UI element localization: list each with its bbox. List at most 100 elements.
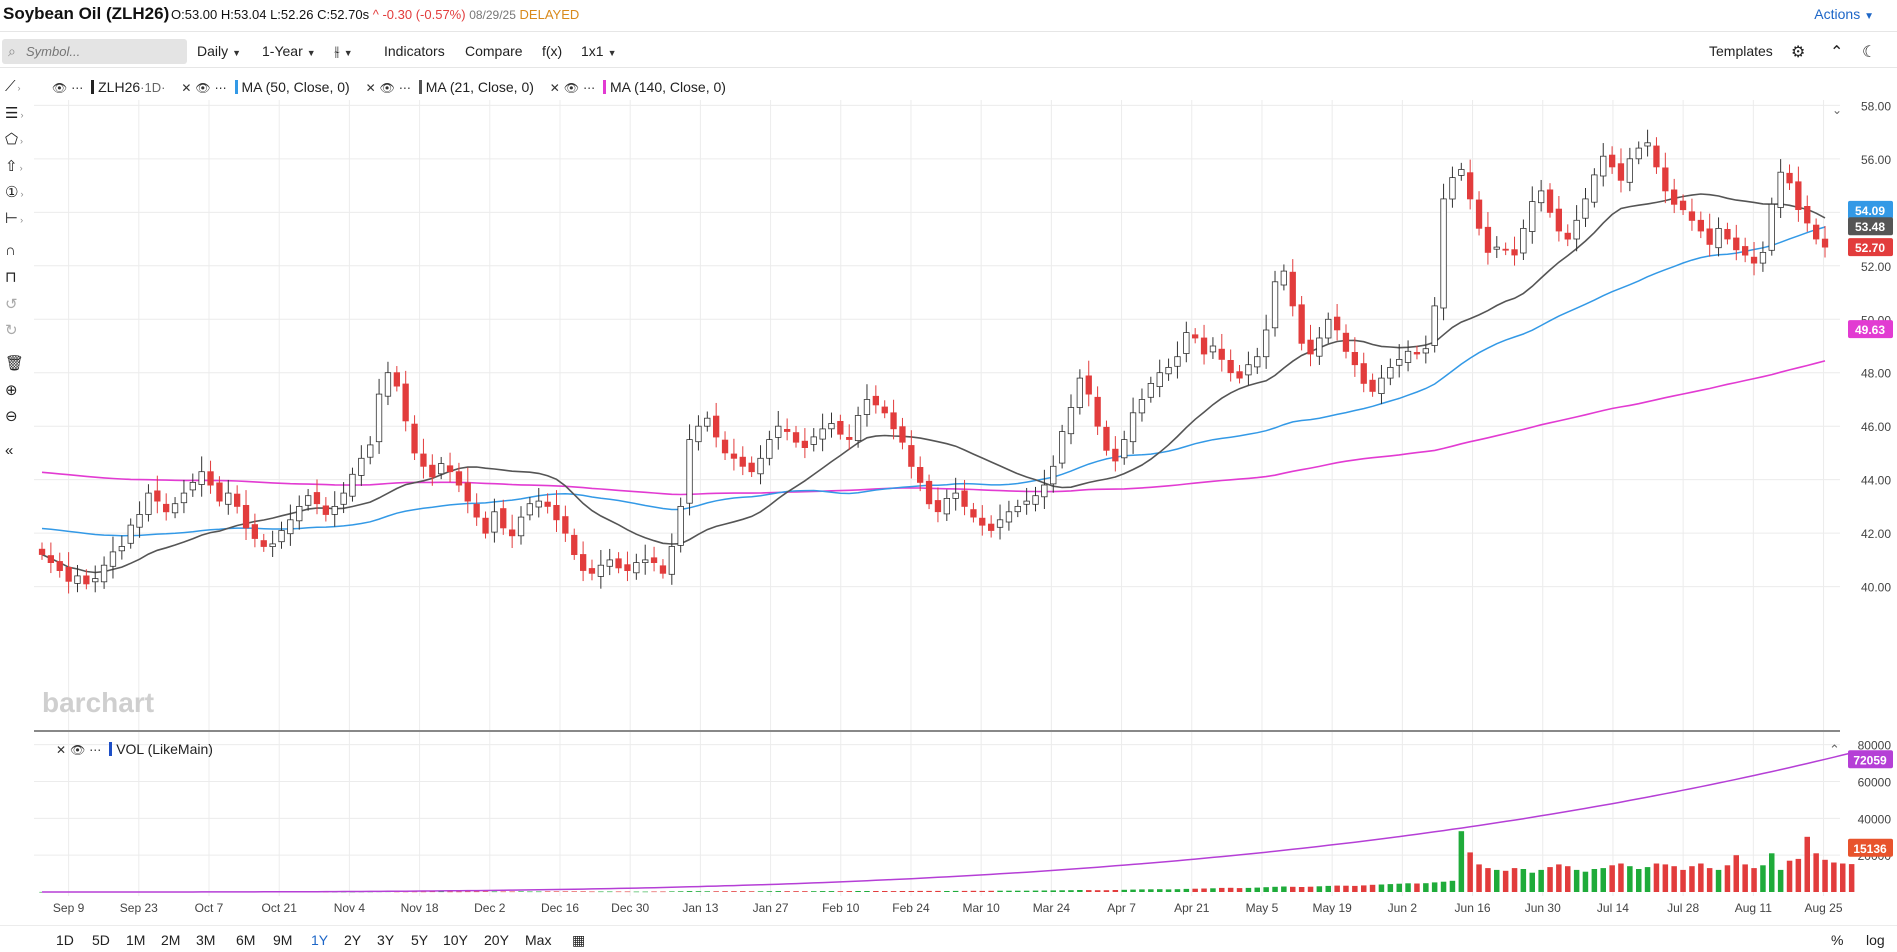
range-button-3m[interactable]: 3M bbox=[196, 932, 216, 948]
ma140-price-tag-box bbox=[1848, 320, 1893, 339]
fibonacci-tool[interactable]: ☰ › bbox=[5, 104, 31, 124]
volume-bar bbox=[1538, 869, 1544, 892]
close-icon[interactable]: ✕ bbox=[181, 81, 192, 95]
collapse-toolbar-button[interactable]: « bbox=[5, 442, 31, 462]
time-tick-label: Mar 24 bbox=[1033, 901, 1071, 915]
layout-dropdown[interactable]: 1x1 ▼ bbox=[581, 43, 617, 59]
range-button-5d[interactable]: 5D bbox=[92, 932, 110, 948]
actions-menu[interactable]: Actions ▼ bbox=[1814, 6, 1874, 22]
gear-icon[interactable]: ⚙ bbox=[1791, 44, 1806, 61]
volume-bar bbox=[819, 891, 826, 892]
range-button-2y[interactable]: 2Y bbox=[344, 932, 362, 948]
more-icon[interactable]: ⋯ bbox=[71, 81, 84, 95]
candle-body bbox=[580, 554, 587, 571]
candle-body bbox=[1475, 199, 1483, 229]
candle-body bbox=[402, 383, 409, 422]
range-button-9m[interactable]: 9M bbox=[273, 932, 293, 948]
candle-body bbox=[1263, 329, 1270, 358]
chevron-down-icon[interactable]: ⌄ bbox=[1832, 103, 1842, 117]
candle-body bbox=[1325, 318, 1332, 339]
zoom-out-button[interactable]: ⊖ bbox=[5, 407, 31, 427]
undo-button[interactable]: ↺ bbox=[5, 295, 31, 315]
ma140-price-tag: 49.63 bbox=[1855, 323, 1885, 337]
volume-bar bbox=[873, 891, 879, 892]
chevron-right-icon: › bbox=[20, 136, 24, 146]
legend-ma140[interactable]: ✕ 👁 ⋯ MA (140, Close, 0) bbox=[550, 79, 726, 95]
range-button-6m[interactable]: 6M bbox=[236, 932, 256, 948]
arrow-tool[interactable]: ⇧ › bbox=[5, 157, 31, 177]
candle-body bbox=[1218, 348, 1225, 360]
magnet-tool[interactable]: ∩ bbox=[5, 242, 31, 262]
range-button-10y[interactable]: 10Y bbox=[443, 932, 468, 948]
volume-bar bbox=[713, 891, 719, 892]
shapes-tool[interactable]: ⬠ › bbox=[5, 130, 31, 150]
range-button-2m[interactable]: 2M bbox=[161, 932, 181, 948]
eye-icon[interactable]: 👁 bbox=[70, 743, 86, 757]
volume-bar bbox=[1822, 859, 1828, 892]
time-tick-label: Feb 24 bbox=[892, 901, 930, 915]
interval-dropdown[interactable]: Daily ▼ bbox=[197, 43, 241, 59]
volume-bar bbox=[1760, 865, 1766, 892]
legend-ma50[interactable]: ✕ 👁 ⋯ MA (50, Close, 0) bbox=[181, 79, 349, 95]
annotation-tool[interactable]: ① › bbox=[5, 183, 31, 203]
candle-body bbox=[890, 412, 897, 430]
eye-icon[interactable]: 👁 bbox=[379, 81, 395, 95]
range-button-1d[interactable]: 1D bbox=[56, 932, 74, 948]
log-scale-toggle[interactable]: log bbox=[1866, 932, 1885, 948]
price-axis[interactable]: 40.0042.0044.0046.0048.0050.0052.0054.00… bbox=[1861, 99, 1891, 594]
percent-scale-toggle[interactable]: % bbox=[1831, 932, 1844, 948]
symbol-search[interactable]: ⌕ bbox=[2, 39, 187, 64]
candle-body bbox=[917, 466, 924, 483]
measure-tool[interactable]: ⊢ › bbox=[5, 209, 31, 229]
chart-type-dropdown[interactable]: ⫳ ▼ bbox=[334, 43, 353, 60]
compare-button[interactable]: Compare bbox=[465, 43, 523, 59]
delete-drawings-button[interactable]: 🗑 bbox=[5, 354, 31, 374]
volume-bar bbox=[1485, 868, 1491, 892]
range-button-3y[interactable]: 3Y bbox=[377, 932, 395, 948]
chevron-up-icon[interactable]: ⌃ bbox=[1829, 742, 1840, 757]
price-chart[interactable]: barchart 40.0042.0044.0046.0048.0050.005… bbox=[0, 70, 1897, 925]
templates-button[interactable]: Templates bbox=[1709, 43, 1773, 59]
calendar-icon[interactable]: ▦ bbox=[572, 932, 586, 948]
more-icon[interactable]: ⋯ bbox=[214, 81, 227, 95]
ma140-line bbox=[41, 360, 1826, 496]
range-button-20y[interactable]: 20Y bbox=[484, 932, 509, 948]
volume-bar bbox=[1804, 836, 1810, 892]
time-tick-label: Oct 7 bbox=[195, 901, 224, 915]
time-axis[interactable]: Sep 9 Sep 23 Oct 7 Oct 21 Nov 4 Nov 18 Dec 2 De… bbox=[53, 901, 1843, 915]
volume-bar bbox=[1414, 883, 1420, 892]
range-button-5y[interactable]: 5Y bbox=[411, 932, 429, 948]
volume-bar bbox=[1112, 890, 1119, 892]
candle-body bbox=[1138, 399, 1146, 414]
candle-body bbox=[1183, 332, 1190, 354]
volume-bar bbox=[1848, 864, 1855, 892]
close-icon[interactable]: ✕ bbox=[549, 81, 560, 95]
eye-icon[interactable]: 👁 bbox=[195, 81, 211, 95]
close-icon[interactable]: ✕ bbox=[56, 743, 67, 757]
eye-icon[interactable]: 👁 bbox=[52, 81, 68, 95]
price-tick-label: 56.00 bbox=[1861, 153, 1891, 167]
range-dropdown[interactable]: 1-Year ▼ bbox=[262, 43, 316, 59]
collapse-up-icon[interactable]: ⌃ bbox=[1830, 44, 1844, 61]
zoom-in-button[interactable]: ⊕ bbox=[5, 381, 31, 401]
symbol-search-input[interactable] bbox=[26, 42, 176, 61]
legend-volume[interactable]: ✕ 👁 ⋯ VOL (LikeMain) bbox=[56, 741, 213, 757]
indicators-button[interactable]: Indicators bbox=[384, 43, 445, 59]
trendline-tool[interactable]: ⟋ › bbox=[5, 78, 31, 98]
legend-symbol[interactable]: 👁 ⋯ ZLH26·1D· bbox=[52, 79, 165, 95]
range-button-1m[interactable]: 1M bbox=[126, 932, 146, 948]
volume-bar bbox=[1086, 890, 1092, 892]
lock-tool[interactable]: ⊓ bbox=[5, 268, 31, 288]
dark-mode-moon-icon[interactable]: ☾ bbox=[1862, 44, 1877, 61]
close-icon[interactable]: ✕ bbox=[365, 81, 376, 95]
more-icon[interactable]: ⋯ bbox=[398, 81, 411, 95]
legend-ma21[interactable]: ✕ 👁 ⋯ MA (21, Close, 0) bbox=[366, 79, 534, 95]
redo-button[interactable]: ↻ bbox=[5, 321, 31, 341]
range-button-max[interactable]: Max bbox=[525, 932, 552, 948]
more-icon[interactable]: ⋯ bbox=[89, 743, 102, 757]
range-button-1y[interactable]: 1Y bbox=[311, 932, 329, 948]
fx-button[interactable]: f(x) bbox=[542, 43, 563, 59]
candle-body bbox=[65, 566, 72, 582]
eye-icon[interactable]: 👁 bbox=[563, 81, 580, 95]
more-icon[interactable]: ⋯ bbox=[583, 81, 596, 95]
